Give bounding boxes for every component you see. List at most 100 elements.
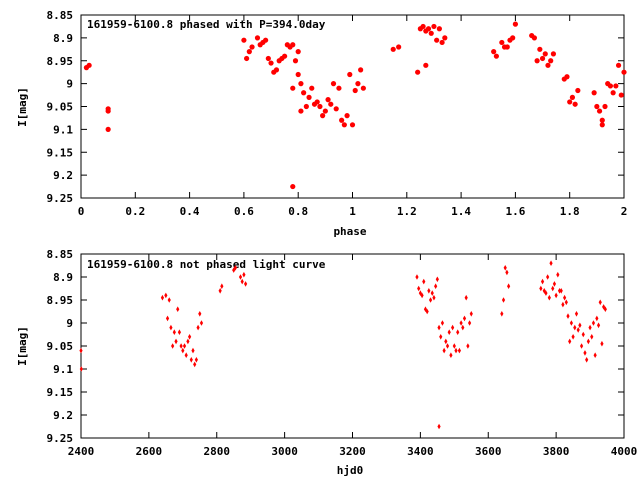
- data-point: [339, 117, 345, 123]
- phased-x-tick-label: 1.6: [505, 205, 525, 218]
- data-point: [336, 85, 342, 91]
- data-point: [292, 58, 299, 64]
- data-point: [360, 85, 366, 91]
- data-point: [191, 347, 195, 354]
- unphased-chart-title: 161959-6100.8 not phased light curve: [87, 258, 326, 271]
- data-point: [328, 101, 334, 107]
- data-point: [618, 92, 624, 98]
- data-point: [172, 329, 176, 335]
- data-point: [591, 90, 597, 96]
- data-point: [534, 58, 540, 64]
- data-point: [184, 352, 188, 358]
- data-point: [499, 39, 505, 46]
- data-point: [531, 35, 538, 41]
- data-point: [546, 274, 550, 280]
- data-point: [493, 53, 499, 59]
- data-point: [452, 343, 456, 349]
- data-point: [341, 122, 347, 128]
- phased-x-tick-label: 0.2: [125, 205, 145, 218]
- data-point: [295, 71, 301, 78]
- data-point: [196, 324, 200, 331]
- unphased-x-tick-label: 3200: [339, 445, 366, 458]
- phased-y-tick-label: 9: [66, 78, 73, 91]
- data-point: [540, 278, 545, 285]
- data-point: [268, 60, 274, 66]
- data-point: [265, 55, 271, 62]
- data-point: [181, 347, 185, 354]
- data-point: [610, 90, 616, 96]
- data-point: [290, 183, 296, 190]
- data-point: [86, 62, 92, 68]
- data-point: [462, 315, 467, 322]
- data-point: [188, 334, 192, 340]
- data-point: [425, 308, 429, 315]
- data-point: [317, 103, 323, 110]
- data-point: [615, 62, 622, 68]
- unphased-y-tick-label: 8.85: [47, 248, 74, 261]
- unphased-x-tick-label: 3000: [271, 445, 298, 458]
- data-point: [396, 44, 402, 50]
- data-point: [600, 340, 604, 347]
- data-point: [572, 101, 578, 107]
- data-point: [263, 37, 269, 43]
- data-point: [423, 62, 429, 68]
- data-point: [322, 108, 328, 114]
- data-point: [451, 324, 455, 331]
- data-point: [556, 271, 560, 278]
- unphased-x-ticks: 2400 2600 2800 3000 3200 3400 3600 3800 4000: [68, 254, 637, 458]
- data-point: [439, 39, 445, 46]
- data-point: [254, 35, 261, 41]
- phased-chart-title: 161959-6100.8 phased with P=394.0day: [87, 18, 326, 31]
- data-point: [554, 292, 558, 299]
- unphased-chart-panel: 161959-6100.8 not phased light curve hjd…: [16, 248, 637, 477]
- data-point: [246, 49, 252, 55]
- data-point: [564, 74, 570, 80]
- data-point: [390, 46, 396, 52]
- data-point: [442, 35, 448, 41]
- data-point: [595, 315, 599, 322]
- data-point: [249, 44, 255, 50]
- data-point: [552, 281, 557, 287]
- data-point: [449, 352, 453, 358]
- data-point: [298, 108, 304, 114]
- data-point: [512, 21, 519, 27]
- data-point: [464, 294, 468, 301]
- phased-y-tick-label: 9.05: [47, 101, 74, 114]
- data-point: [290, 42, 296, 48]
- phased-x-tick-label: 1: [349, 205, 356, 218]
- data-point: [571, 334, 575, 340]
- data-point: [457, 347, 462, 354]
- data-point: [177, 329, 182, 335]
- data-point: [241, 37, 247, 43]
- data-point: [551, 285, 555, 292]
- data-point: [189, 357, 193, 363]
- data-point: [603, 306, 607, 312]
- data-point: [301, 90, 307, 96]
- data-point: [420, 23, 426, 30]
- unphased-y-tick-label: 9.1: [53, 363, 73, 376]
- phased-x-ticks: 0 0.2 0.4 0.6 0.8 1 1.2 1.4 1.6 1.8 2: [78, 15, 628, 218]
- data-point: [186, 338, 190, 345]
- unphased-y-tick-label: 8.95: [47, 294, 74, 307]
- data-point: [501, 297, 506, 303]
- data-point: [574, 311, 579, 317]
- data-point: [160, 294, 165, 301]
- data-point: [549, 260, 553, 266]
- data-point: [573, 324, 577, 331]
- data-point: [447, 329, 451, 335]
- data-point: [500, 311, 504, 317]
- data-point: [176, 306, 180, 312]
- data-point: [439, 334, 443, 340]
- data-point: [242, 271, 246, 278]
- phased-x-tick-label: 2: [621, 205, 628, 218]
- data-point: [295, 49, 301, 55]
- phased-y-tick-label: 9.1: [53, 123, 73, 136]
- data-point: [347, 71, 353, 78]
- data-point: [596, 322, 601, 329]
- data-point: [169, 324, 173, 331]
- data-point: [352, 87, 358, 94]
- data-point: [303, 103, 309, 110]
- data-point: [537, 46, 543, 52]
- data-point: [314, 99, 320, 105]
